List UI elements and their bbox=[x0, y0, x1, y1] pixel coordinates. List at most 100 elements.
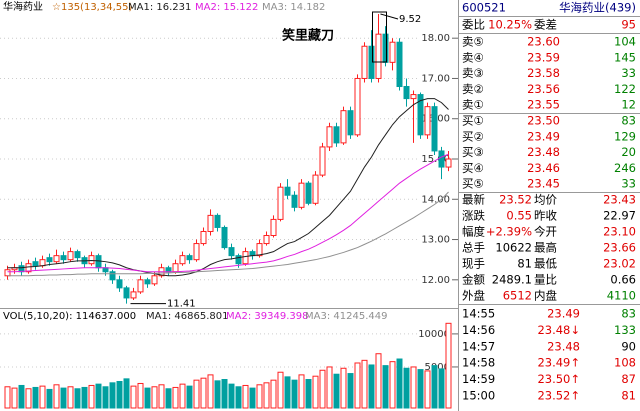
candle-body bbox=[256, 243, 263, 257]
volume-bar bbox=[410, 366, 417, 409]
candle-body bbox=[144, 279, 151, 285]
tick-price: 23.52↑ bbox=[537, 389, 580, 403]
volume-bar bbox=[39, 385, 46, 409]
candle-body bbox=[354, 77, 361, 136]
stat-label: 幅度 bbox=[462, 225, 485, 239]
stat-value: 22.97 bbox=[603, 209, 636, 223]
stat-label: 外盘 bbox=[462, 289, 485, 303]
stat-label: 金额 bbox=[462, 273, 485, 287]
stat-value: 0.66 bbox=[610, 273, 636, 287]
chart-subtitle: ☆135(13,34,55) bbox=[52, 2, 132, 13]
candle-body bbox=[263, 235, 270, 245]
volume-bar bbox=[102, 386, 109, 409]
volume-bar bbox=[200, 377, 207, 409]
y-tick-label: 17.00 bbox=[421, 73, 450, 84]
order-price: 23.59 bbox=[527, 50, 560, 64]
volume-bar bbox=[270, 379, 277, 409]
volume-bar bbox=[81, 386, 88, 409]
order-price: 23.55 bbox=[527, 98, 560, 112]
candle-body bbox=[438, 150, 445, 168]
candle-body bbox=[305, 182, 312, 204]
order-price: 23.50 bbox=[527, 114, 560, 128]
y-tick-label: 10000 bbox=[418, 329, 450, 340]
candle-body bbox=[67, 251, 74, 261]
stock-code: 600521 bbox=[462, 1, 506, 15]
chart-title: 华海药业 bbox=[3, 0, 43, 13]
volume-bar bbox=[123, 378, 130, 409]
candle-body bbox=[389, 41, 396, 63]
volume-bar bbox=[172, 386, 179, 409]
label: 委比 bbox=[462, 18, 485, 32]
volume-bar bbox=[109, 382, 116, 409]
volume-bar bbox=[67, 386, 74, 409]
volume-bar bbox=[32, 386, 39, 409]
candle-body bbox=[424, 106, 431, 136]
volume-bar bbox=[214, 380, 221, 409]
candle-body bbox=[333, 126, 340, 144]
volume-bar bbox=[263, 382, 270, 409]
tick-price: 23.48↓ bbox=[537, 323, 580, 337]
tick-price: 23.49 bbox=[547, 307, 580, 321]
order-label: 买④ bbox=[462, 161, 484, 175]
volume-bar bbox=[25, 388, 32, 409]
volume-bar bbox=[186, 385, 193, 409]
order-volume: 12 bbox=[621, 98, 636, 112]
volume-bar bbox=[18, 384, 25, 409]
stat-label: 昨收 bbox=[534, 209, 557, 223]
candle-body bbox=[417, 94, 424, 136]
stat-value: 2489.1 bbox=[492, 273, 532, 287]
candle-body bbox=[284, 186, 291, 196]
volume-bar bbox=[144, 387, 151, 409]
volume-bar bbox=[319, 369, 326, 409]
tick-time: 15:00 bbox=[462, 389, 495, 403]
volume-bar bbox=[361, 359, 368, 409]
annotation-box bbox=[372, 11, 387, 63]
annotation: 笑里藏刀 bbox=[282, 28, 334, 44]
candle-body bbox=[137, 279, 144, 293]
volume-bar bbox=[221, 379, 228, 409]
order-label: 卖① bbox=[462, 98, 484, 112]
volume-bar bbox=[242, 384, 249, 409]
order-volume: 104 bbox=[614, 35, 636, 49]
tick-time: 14:56 bbox=[462, 323, 495, 337]
stat-value: 23.02 bbox=[603, 257, 636, 271]
tick-price: 23.50↑ bbox=[537, 372, 580, 386]
stat-label: 总手 bbox=[462, 241, 485, 255]
order-label: 买⑤ bbox=[462, 177, 484, 191]
volume-bar bbox=[4, 386, 11, 409]
volume-bar bbox=[53, 384, 60, 409]
volume-bar bbox=[95, 383, 102, 409]
volume-bar bbox=[438, 368, 445, 409]
candle-body bbox=[130, 291, 137, 299]
stat-label: 最低 bbox=[534, 257, 557, 271]
y-tick-label: 14.00 bbox=[421, 194, 450, 205]
volume-bar bbox=[312, 375, 319, 409]
volume-bar bbox=[11, 387, 18, 409]
candle-body bbox=[445, 158, 452, 168]
candle-body bbox=[312, 174, 319, 204]
candle-body bbox=[221, 226, 228, 249]
volume-bar bbox=[382, 365, 389, 409]
y-tick-label: 13.00 bbox=[421, 235, 450, 246]
volume-bar bbox=[347, 373, 354, 409]
volume-bar bbox=[368, 364, 375, 409]
candle-body bbox=[123, 287, 130, 299]
order-label: 卖⑤ bbox=[462, 35, 484, 49]
volume-bar bbox=[158, 384, 165, 409]
legend-entry: MA3: 14.182 bbox=[262, 2, 325, 13]
volume-bar bbox=[291, 379, 298, 409]
volume-bar bbox=[235, 386, 242, 409]
stat-label: 均价 bbox=[534, 193, 557, 207]
volume-bar bbox=[249, 387, 256, 409]
volume-bar bbox=[284, 376, 291, 409]
candle-body bbox=[25, 263, 32, 273]
annotation: 9.52 bbox=[399, 14, 421, 25]
order-label: 买② bbox=[462, 129, 484, 143]
candle-body bbox=[228, 247, 235, 257]
candle-body bbox=[88, 255, 95, 265]
candle-body bbox=[319, 146, 326, 176]
ma-line bbox=[7, 98, 449, 277]
order-label: 卖② bbox=[462, 82, 484, 96]
candle-body bbox=[403, 86, 410, 100]
